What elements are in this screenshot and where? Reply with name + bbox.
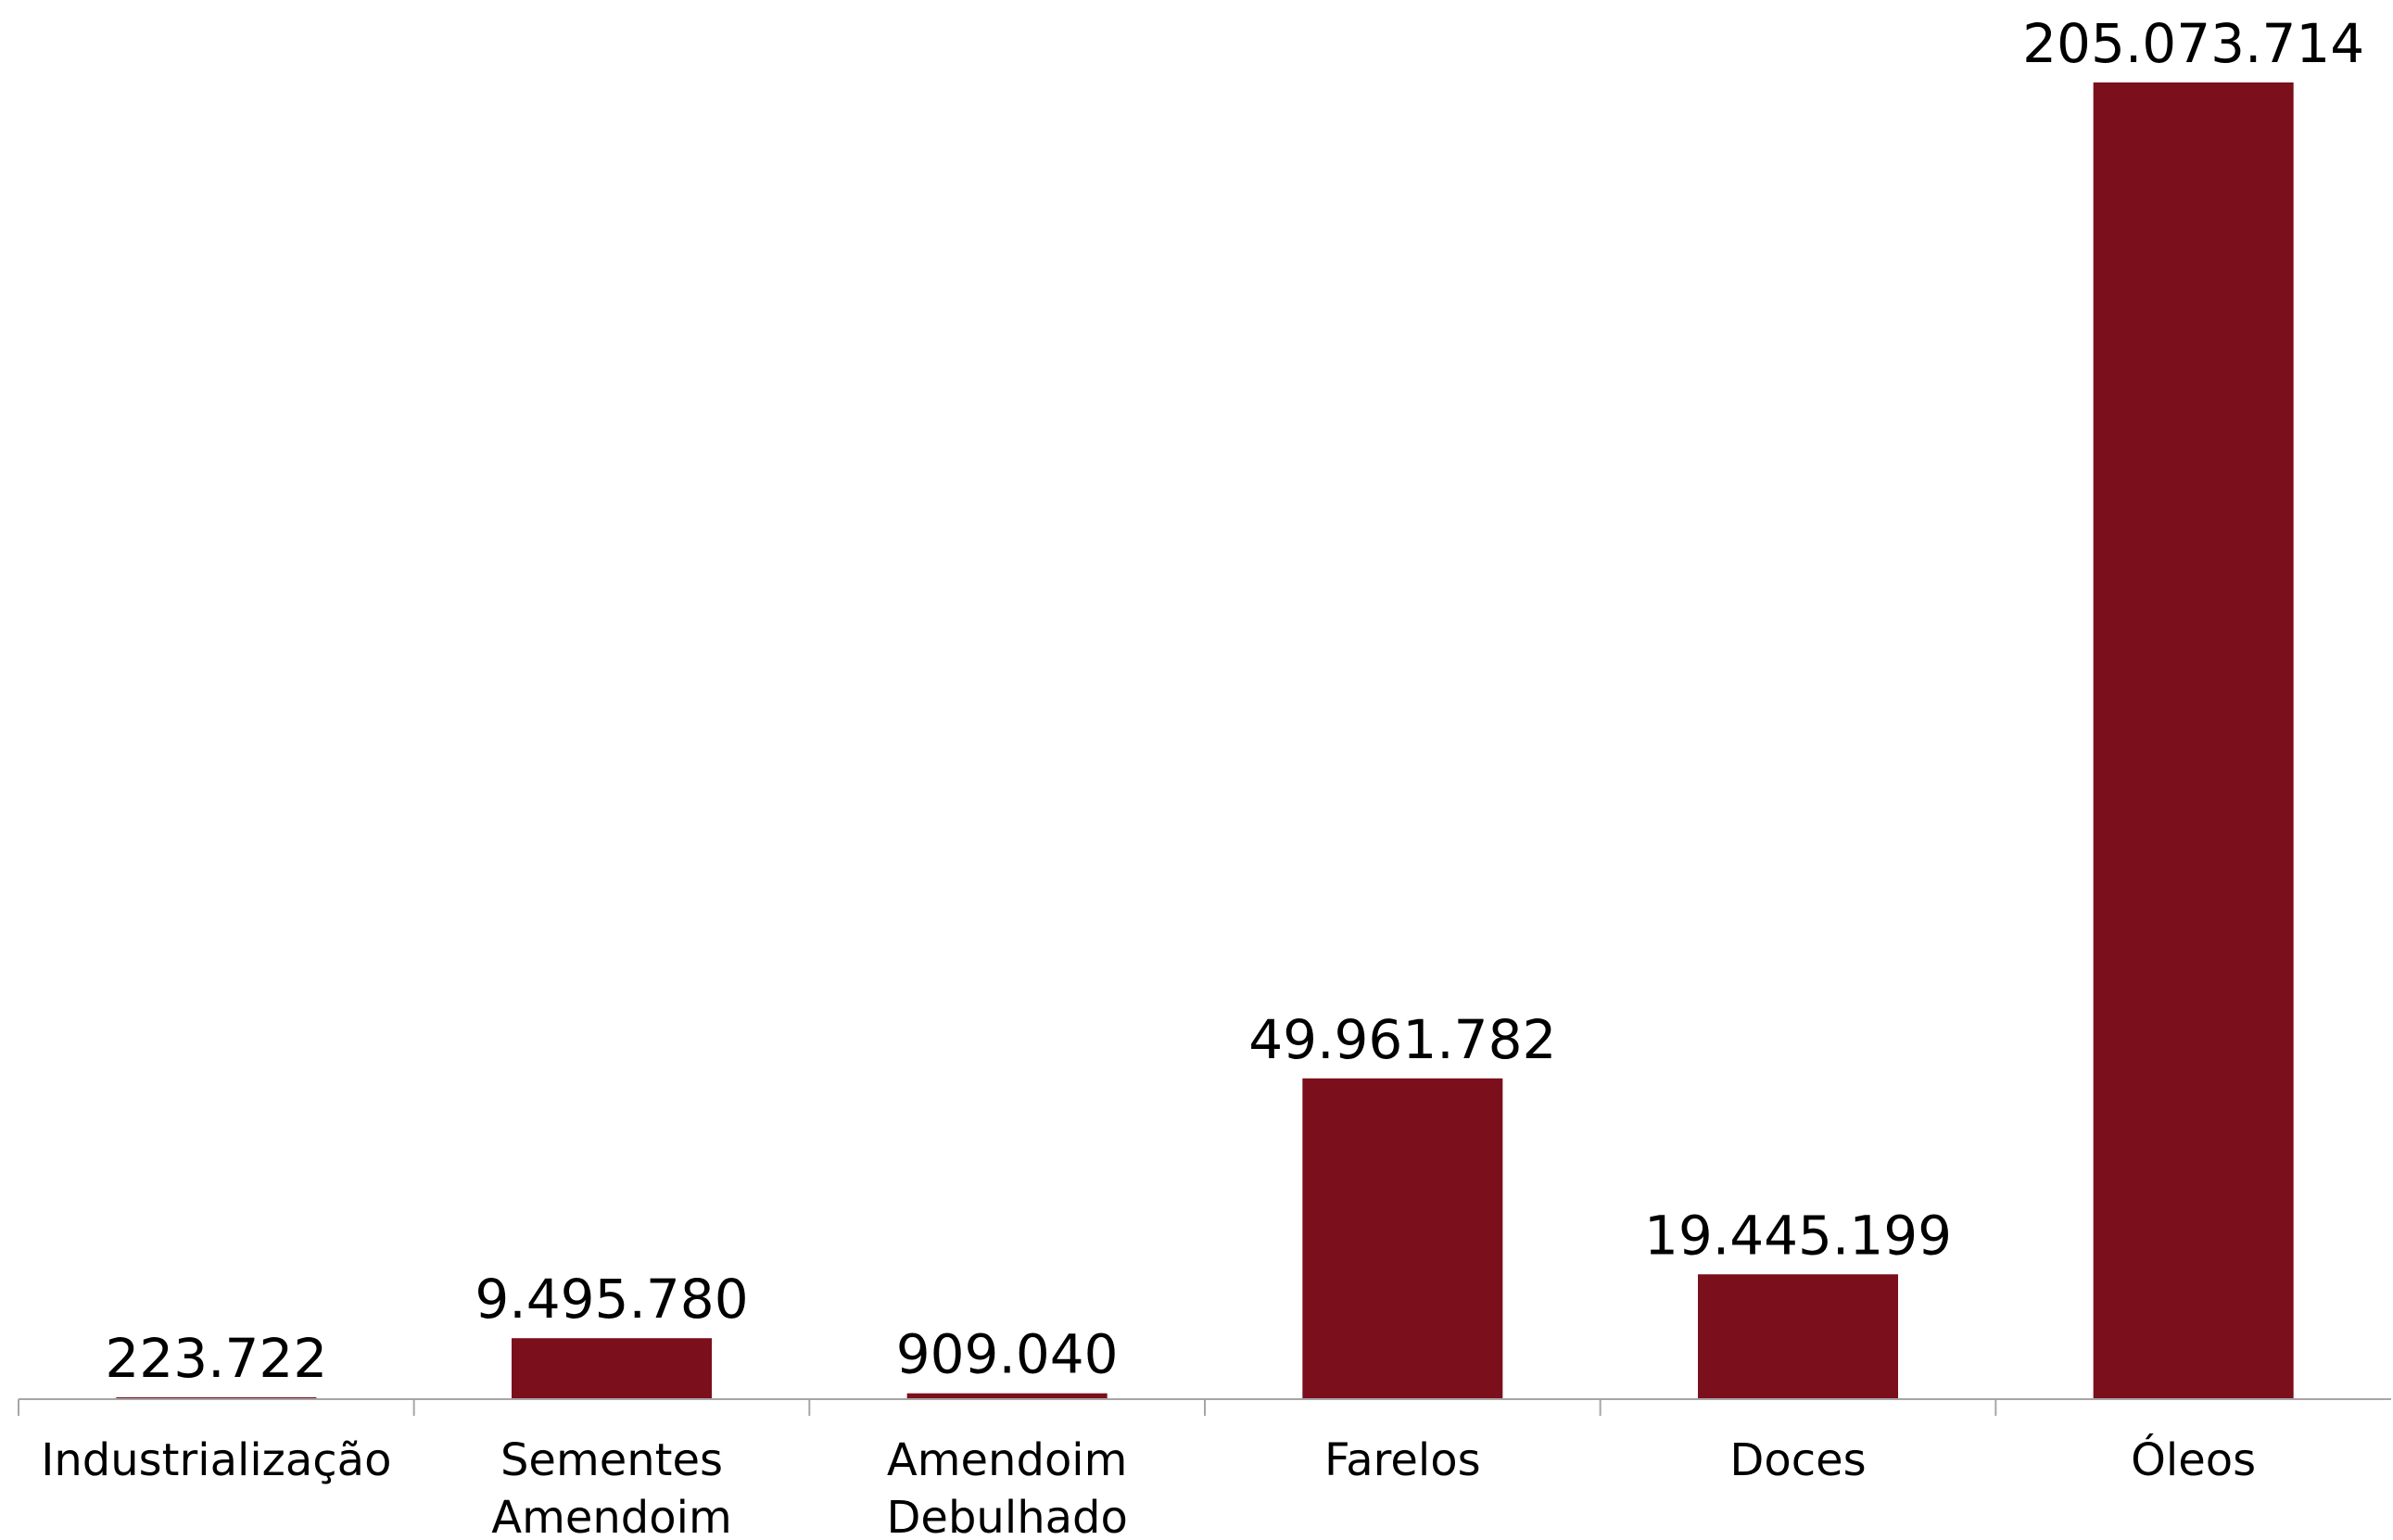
category-label-line: Sementes	[500, 1434, 723, 1486]
bar-value-label-1: 9.495.780	[475, 1268, 748, 1331]
category-label-4: Doces	[1729, 1434, 1866, 1486]
bar-3	[1302, 1078, 1503, 1399]
category-label-line: Óleos	[2131, 1433, 2256, 1486]
bar-value-label-4: 19.445.199	[1644, 1204, 1952, 1267]
value-labels-group: 223.722 9.495.780 909.040 49.961.782 19.445.…	[105, 12, 2364, 1390]
category-label-3: Farelos	[1324, 1434, 1481, 1486]
category-label-2: Amendoim Debulhado	[886, 1434, 1127, 1540]
bar-4	[1698, 1274, 1898, 1399]
category-label-line: Amendoim	[491, 1492, 731, 1540]
bar-2	[906, 1393, 1108, 1399]
x-axis	[18, 1398, 2391, 1416]
bars-group	[116, 82, 2294, 1399]
category-label-line: Farelos	[1324, 1434, 1481, 1486]
category-label-line: Debulhado	[886, 1492, 1127, 1540]
category-label-1: Sementes Amendoim	[491, 1434, 731, 1540]
bar-value-label-3: 49.961.782	[1248, 1008, 1556, 1071]
category-label-0: Industrialização	[41, 1434, 391, 1486]
category-label-5: Óleos	[2131, 1433, 2256, 1486]
category-label-line: Industrialização	[41, 1434, 391, 1486]
category-label-line: Doces	[1729, 1434, 1866, 1486]
bar-1	[512, 1338, 712, 1399]
category-label-line: Amendoim	[887, 1434, 1127, 1486]
category-labels-group: Industrialização Sementes AmendoimAmendoim…	[41, 1433, 2256, 1540]
bar-5	[2093, 82, 2294, 1399]
bar-value-label-2: 909.040	[896, 1323, 1119, 1386]
bar-value-label-5: 205.073.714	[2022, 12, 2364, 75]
bar-value-label-0: 223.722	[105, 1327, 327, 1390]
